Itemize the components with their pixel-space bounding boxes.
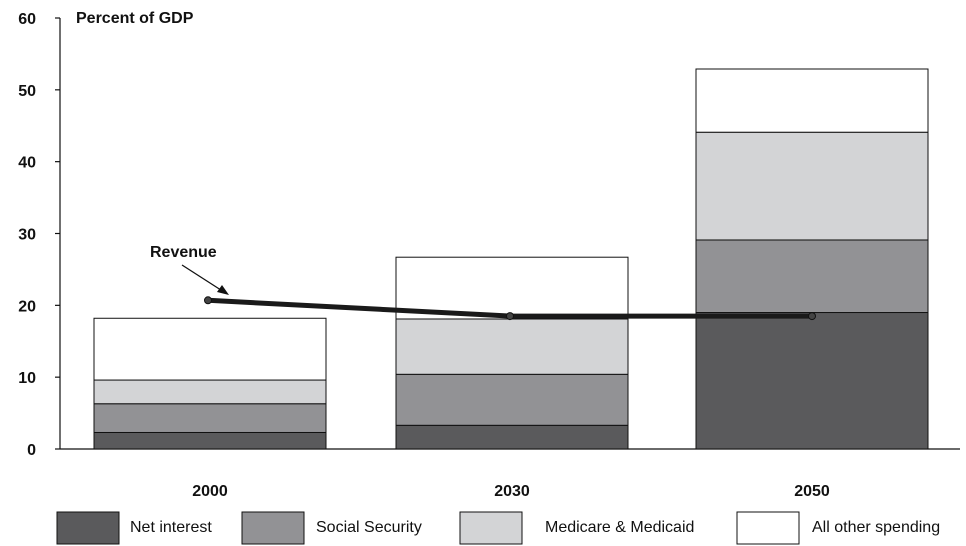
x-category-label: 2030 xyxy=(494,483,530,500)
x-category-label: 2050 xyxy=(794,483,830,500)
revenue-point xyxy=(506,312,514,321)
y-tick-label: 50 xyxy=(18,83,36,100)
x-category-label: 2000 xyxy=(192,483,228,500)
bar-segment-medicare-medicaid-2000 xyxy=(93,379,327,405)
y-tick-label: 30 xyxy=(18,227,36,244)
y-tick-label: 40 xyxy=(18,155,36,172)
revenue-annotation: Revenue xyxy=(150,244,217,261)
bar-segment-all-other-spending-2030 xyxy=(395,256,629,320)
bar-segment-net-interest-2000 xyxy=(93,431,327,450)
y-axis-title: Percent of GDP xyxy=(76,10,194,27)
legend: Net interest Social Security Medicare & Me… xyxy=(56,511,940,545)
legend-label: Net interest xyxy=(130,519,212,536)
revenue-point xyxy=(204,296,212,305)
bar-segment-medicare-medicaid-2050 xyxy=(695,131,929,241)
bar-segment-social-security-2000 xyxy=(93,403,327,433)
revenue-line-group xyxy=(204,296,816,321)
y-tick-label: 20 xyxy=(18,298,36,315)
legend-label: All other spending xyxy=(812,519,940,536)
y-tick-label: 10 xyxy=(18,370,36,387)
legend-swatch-all-other-spending xyxy=(736,511,800,545)
revenue-annotation-arrowhead xyxy=(217,285,229,295)
y-tick-label: 60 xyxy=(18,11,36,28)
legend-swatch-social-security xyxy=(241,511,305,545)
legend-label: Medicare & Medicaid xyxy=(545,519,694,536)
category-labels: 2000 2030 2050 xyxy=(192,483,830,500)
legend-swatch-medicare-medicaid xyxy=(459,511,523,545)
revenue-point xyxy=(808,312,816,321)
legend-swatch-net-interest xyxy=(56,511,120,545)
bar-segment-social-security-2030 xyxy=(395,373,629,426)
bar-segment-net-interest-2050 xyxy=(695,312,929,450)
bar-segment-all-other-spending-2000 xyxy=(93,317,327,381)
bar-segment-medicare-medicaid-2030 xyxy=(395,318,629,375)
bar-segment-all-other-spending-2050 xyxy=(695,68,929,133)
y-tick-label: 0 xyxy=(27,442,36,459)
bar-series-group xyxy=(93,68,929,450)
legend-label: Social Security xyxy=(316,519,422,536)
bar-segment-social-security-2050 xyxy=(695,239,929,314)
revenue-annotation-arrow xyxy=(181,264,225,293)
bar-segment-net-interest-2030 xyxy=(395,424,629,450)
